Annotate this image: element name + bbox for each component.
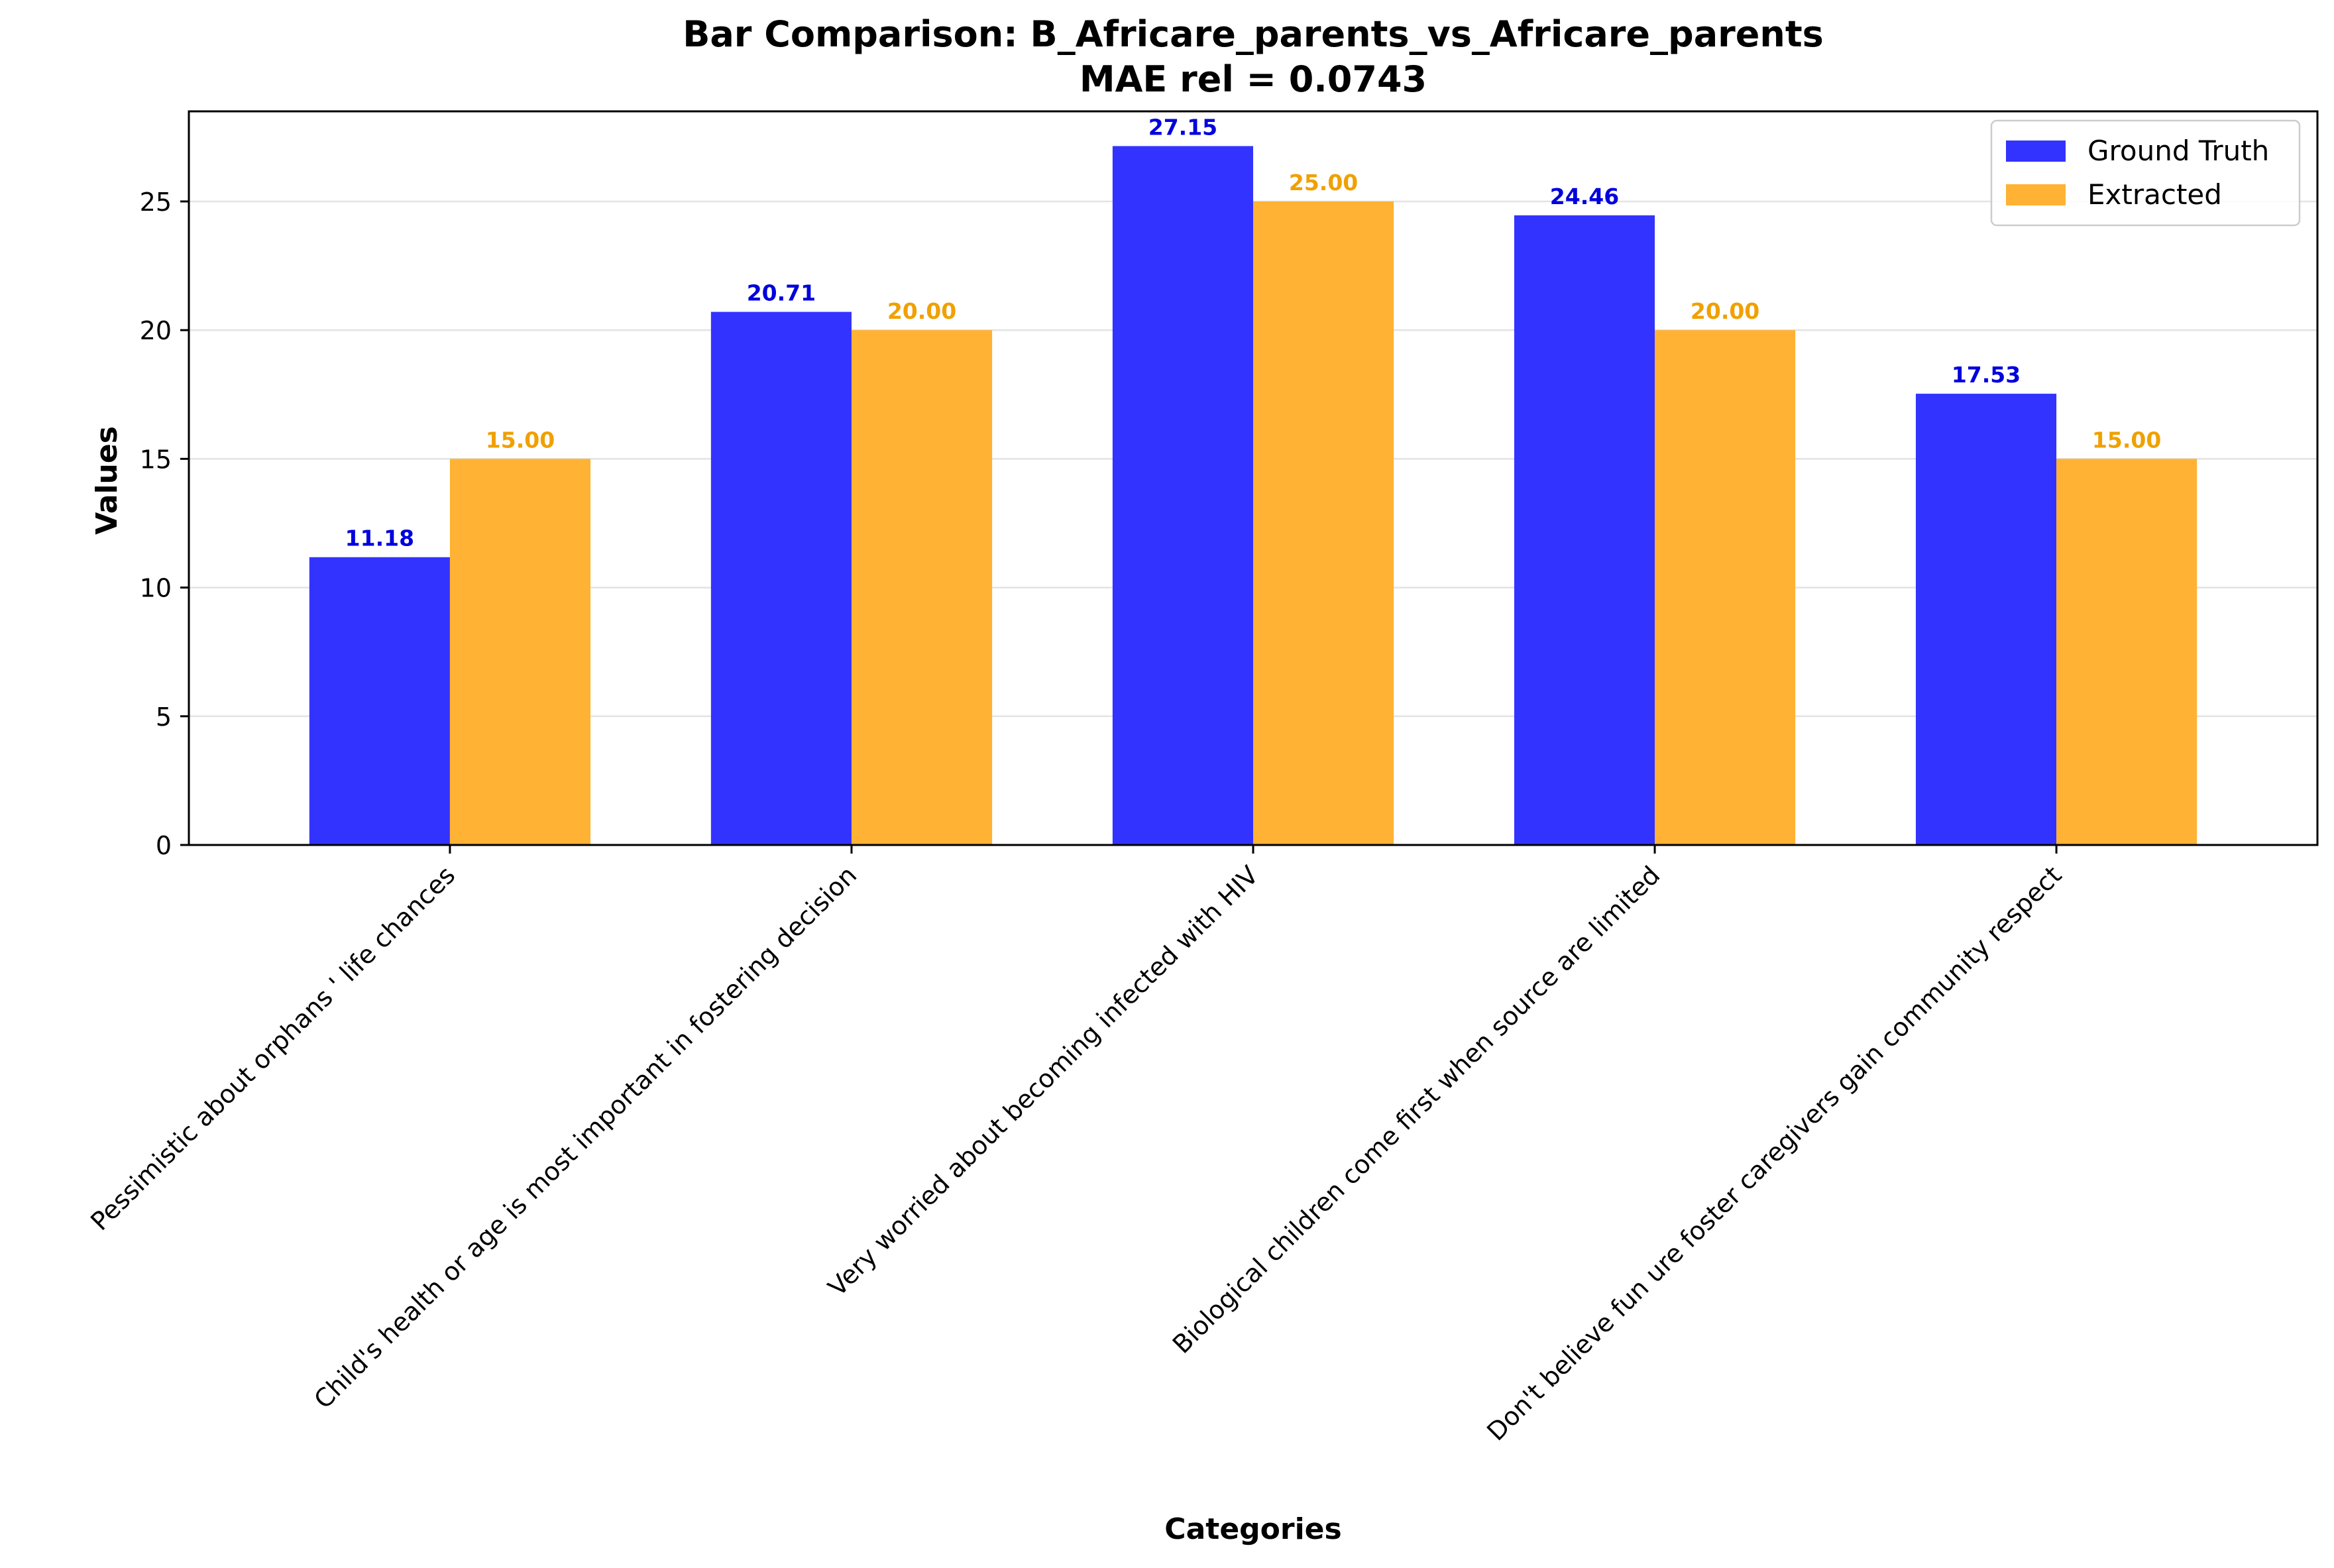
bar-ground-truth xyxy=(710,311,852,846)
bar-value-label: 27.15 xyxy=(1148,114,1217,140)
bar-value-label: 15.00 xyxy=(2092,427,2161,453)
legend-label: Ground Truth xyxy=(2087,135,2269,167)
bar-value-label: 25.00 xyxy=(1289,170,1358,196)
y-axis-label: Values xyxy=(90,426,124,535)
bar-ground-truth xyxy=(1112,146,1253,845)
chart-subtitle: MAE rel = 0.0743 xyxy=(1080,58,1427,100)
bar-value-label: 17.53 xyxy=(1952,362,2021,388)
legend-box xyxy=(1990,119,2301,227)
y-tick-label: 20 xyxy=(140,316,172,345)
legend: Ground Truth Extracted xyxy=(1990,119,2301,227)
y-tick-label: 0 xyxy=(156,831,172,860)
bar-value-label: 20.00 xyxy=(887,298,956,324)
bar-extracted xyxy=(2056,459,2197,845)
bar-extracted xyxy=(1655,330,1796,845)
bar-extracted xyxy=(1253,201,1394,845)
bar-ground-truth xyxy=(1915,394,2057,845)
legend-swatch-extracted xyxy=(2006,184,2066,205)
bar-ground-truth xyxy=(309,557,450,845)
y-tick-label: 25 xyxy=(140,188,172,217)
legend-swatch-ground-truth xyxy=(2006,140,2066,162)
bar-extracted xyxy=(449,459,591,845)
y-tick-label: 15 xyxy=(140,445,172,474)
bar-value-label: 11.18 xyxy=(345,526,414,551)
bar-value-label: 24.46 xyxy=(1550,184,1619,209)
y-tick-label: 10 xyxy=(140,574,172,603)
bar-extracted xyxy=(851,330,993,845)
legend-label: Extracted xyxy=(2087,178,2222,211)
x-axis-label: Categories xyxy=(1164,1512,1341,1546)
bar-value-label: 20.71 xyxy=(747,280,816,306)
bar-ground-truth xyxy=(1514,215,1655,845)
chart-title: Bar Comparison: B_Africare_parents_vs_Af… xyxy=(683,13,1824,55)
y-tick-label: 5 xyxy=(156,702,172,732)
bar-value-label: 20.00 xyxy=(1691,298,1759,324)
bar-value-label: 15.00 xyxy=(486,427,555,453)
